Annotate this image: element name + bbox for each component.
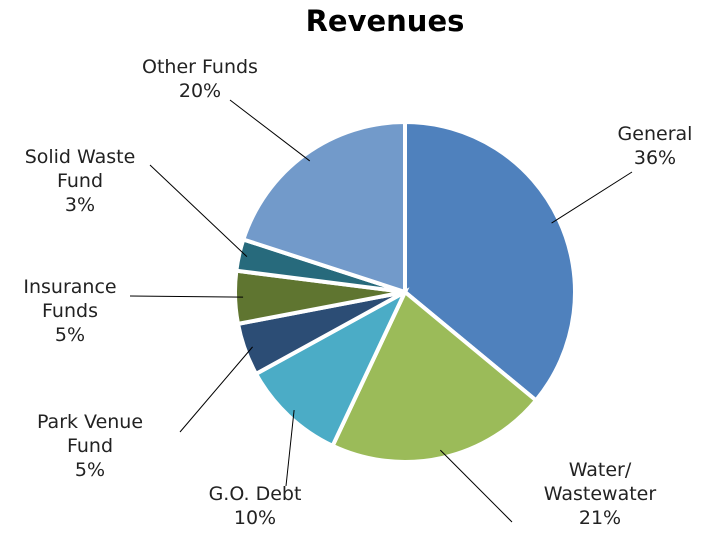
leader-line bbox=[551, 171, 633, 224]
leader-line bbox=[179, 346, 253, 433]
leader-line bbox=[439, 449, 513, 523]
value-label: 20% bbox=[178, 80, 222, 102]
slice-label: Water/ Wastewater 21% bbox=[530, 458, 670, 530]
category-label: General bbox=[617, 123, 693, 145]
chart-title: Revenues bbox=[305, 4, 465, 38]
leader-line bbox=[285, 410, 295, 487]
pie-slice bbox=[240, 119, 407, 295]
category-label: Park Venue Fund bbox=[36, 411, 144, 457]
slice-label: Other Funds 20% bbox=[140, 55, 260, 103]
category-label: Water/ Wastewater bbox=[543, 459, 657, 505]
slice-label: Solid Waste Fund 3% bbox=[0, 145, 160, 217]
category-label: Solid Waste Fund bbox=[24, 146, 136, 192]
value-label: 10% bbox=[233, 507, 277, 529]
pie-slice bbox=[253, 287, 410, 449]
pie-slice bbox=[403, 119, 577, 404]
slice-label: Insurance Funds 5% bbox=[0, 275, 140, 347]
value-label: 36% bbox=[633, 147, 677, 169]
category-label: Other Funds bbox=[142, 56, 258, 78]
value-label: 21% bbox=[578, 507, 622, 529]
category-label: Insurance Funds bbox=[23, 276, 117, 322]
value-label: 5% bbox=[54, 324, 86, 346]
pie-slice bbox=[329, 288, 539, 464]
slice-label: Park Venue Fund 5% bbox=[20, 410, 160, 482]
slice-label: General 36% bbox=[590, 122, 704, 170]
leader-line bbox=[149, 164, 248, 258]
value-label: 5% bbox=[74, 459, 106, 481]
value-label: 3% bbox=[64, 194, 96, 216]
category-label: G.O. Debt bbox=[208, 483, 302, 505]
leader-line bbox=[129, 295, 244, 298]
leader-line bbox=[229, 99, 311, 162]
slice-label: G.O. Debt 10% bbox=[190, 482, 320, 530]
